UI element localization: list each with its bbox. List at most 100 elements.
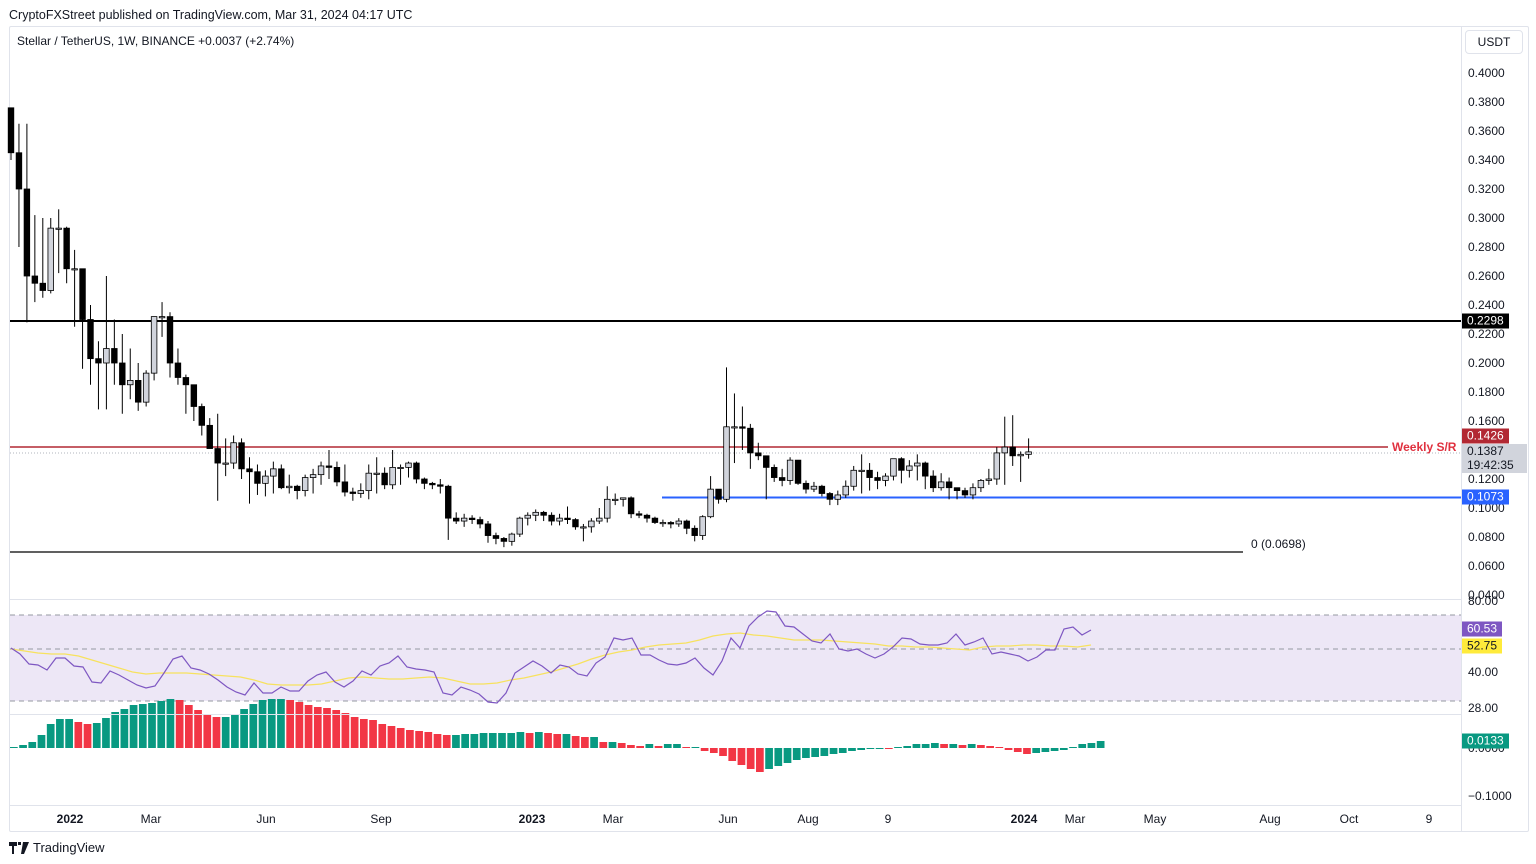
bar-countdown: 19:42:35	[1467, 458, 1514, 472]
price-tick: 0.2000	[1468, 356, 1505, 370]
macd-hist-bar	[295, 702, 304, 748]
candle-body	[55, 227, 62, 230]
candle-body	[214, 448, 221, 464]
price-tick: 0.3600	[1468, 124, 1505, 138]
currency-button[interactable]: USDT	[1465, 30, 1523, 54]
macd-hist-bar	[19, 745, 27, 748]
price-tick: 0.1000	[1468, 501, 1505, 515]
macd-hist-bar	[765, 748, 773, 769]
candle-body	[198, 406, 205, 426]
tradingview-brand[interactable]: TradingView	[9, 840, 105, 855]
macd-hist-bar	[498, 733, 506, 748]
macd-hist-bar	[470, 734, 479, 748]
time-label: Aug	[797, 812, 819, 826]
macd-hist-bar	[10, 747, 18, 748]
candle-body	[691, 527, 698, 536]
candle-body	[739, 426, 746, 429]
candle-body	[31, 275, 39, 284]
candle-body	[7, 107, 15, 154]
macd-hist-bar	[931, 743, 939, 748]
rsi-ma-value-tag: 52.75	[1462, 638, 1503, 654]
macd-hist-bar	[977, 745, 985, 748]
candle-body	[230, 442, 237, 464]
price-tick: 0.0400	[1468, 588, 1505, 602]
candle-body	[675, 520, 682, 525]
candle-body	[794, 459, 802, 484]
candle-body	[635, 513, 643, 516]
macd-hist-bar	[995, 747, 1004, 748]
macd-hist-bar	[581, 737, 589, 748]
candle-body	[87, 319, 94, 360]
candle-body	[206, 424, 213, 449]
candle-body	[63, 227, 70, 270]
candle-body	[604, 498, 611, 519]
macd-hist-bar	[111, 712, 120, 748]
candle-body	[293, 485, 301, 491]
macd-hist-bar	[461, 734, 470, 748]
macd-hist-bar	[894, 747, 902, 748]
macd-hist-bar	[719, 748, 727, 756]
candle-body	[476, 519, 484, 525]
macd-hist-bar	[267, 699, 276, 748]
macd-hist-bar	[507, 733, 516, 748]
candle-body	[842, 485, 849, 496]
macd-hist-bar	[1023, 748, 1031, 754]
candle-body	[778, 477, 786, 481]
candle-body	[834, 494, 841, 500]
macd-hist-bar	[415, 731, 423, 748]
macd-hist-bar	[452, 735, 460, 748]
macd-hist-bar	[1004, 748, 1013, 750]
price-axis[interactable]	[1461, 26, 1529, 831]
candle-body	[540, 511, 547, 516]
candle-body	[309, 474, 317, 478]
candle-body	[802, 482, 810, 490]
candle-body	[786, 459, 794, 481]
macd-hist-bar	[442, 735, 451, 748]
candle-body	[445, 485, 452, 519]
macd-hist-bar	[516, 732, 525, 748]
pane-separator[interactable]	[10, 599, 1461, 600]
macd-hist-bar	[663, 744, 672, 748]
candle-body	[810, 485, 818, 490]
candle-body	[365, 472, 372, 492]
candle-body	[222, 462, 229, 465]
candle-body	[333, 466, 341, 483]
candle-body	[500, 538, 508, 542]
macd-hist-bar	[756, 748, 764, 772]
candle-body	[413, 462, 420, 480]
macd-hist-bar	[562, 734, 571, 748]
macd-hist-bar	[811, 748, 819, 757]
candle-body	[174, 362, 182, 378]
time-label: May	[1143, 812, 1167, 826]
macd-hist-bar	[1078, 744, 1087, 748]
macd-hist-bar	[221, 717, 230, 748]
macd-hist-bar	[175, 700, 184, 748]
macd-hist-bar	[654, 746, 663, 748]
pane-separator[interactable]	[10, 714, 1461, 715]
rsi-tick: 28.00	[1468, 701, 1499, 715]
chart-frame	[9, 26, 1529, 832]
candle-body	[993, 452, 1000, 480]
macd-hist-bar	[37, 735, 46, 748]
candle-body	[961, 490, 969, 496]
candle-body	[874, 477, 881, 481]
candle-body	[389, 466, 396, 486]
macd-hist-bar	[166, 699, 175, 748]
time-label: 9	[1425, 812, 1433, 826]
macd-hist-bar	[857, 748, 866, 750]
macd-hist-bar	[1059, 748, 1068, 750]
time-axis[interactable]	[9, 805, 1461, 831]
candle-body	[771, 466, 778, 478]
candle-body	[1001, 446, 1008, 454]
candle-body	[922, 462, 929, 477]
macd-hist-bar	[534, 732, 543, 748]
macd-hist-bar	[65, 719, 73, 748]
rsi-ma-line	[10, 632, 1092, 686]
candle-body	[572, 519, 579, 528]
candle-body	[1017, 453, 1024, 457]
candle-body	[532, 511, 539, 516]
macd-hist-bar	[783, 748, 792, 763]
candle-body	[723, 426, 730, 500]
candle-body	[468, 517, 476, 521]
